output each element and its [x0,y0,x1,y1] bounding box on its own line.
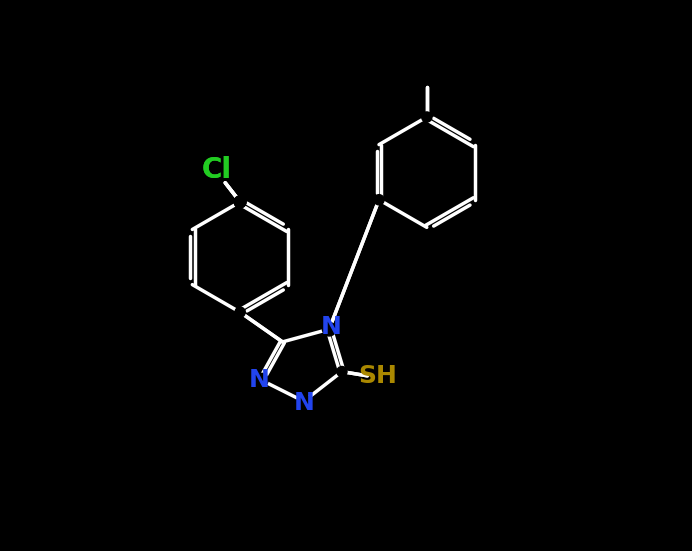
Circle shape [337,366,347,377]
Circle shape [234,196,246,208]
Text: N: N [321,315,342,339]
Circle shape [234,196,246,208]
Text: Cl: Cl [202,156,232,184]
Text: N: N [248,368,270,392]
Text: Cl: Cl [202,156,232,184]
Circle shape [374,195,384,205]
Circle shape [255,373,268,387]
Circle shape [322,322,336,336]
Circle shape [235,307,245,317]
Circle shape [421,112,432,122]
Circle shape [297,395,311,408]
Text: N: N [293,391,314,415]
Text: SH: SH [358,364,397,388]
